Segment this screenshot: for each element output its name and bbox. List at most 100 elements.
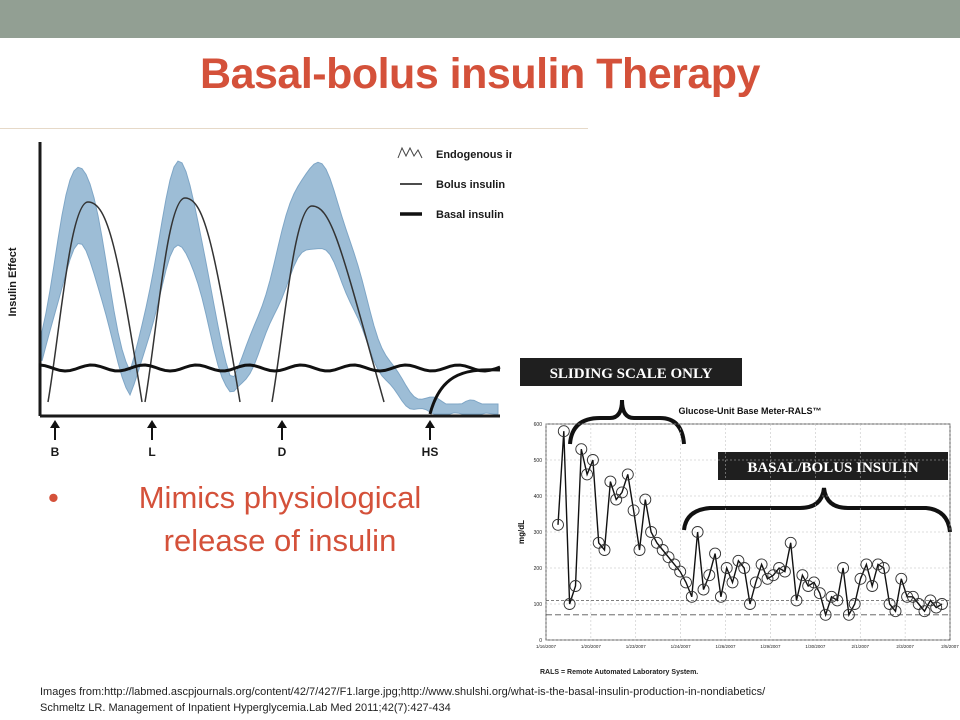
glucose-chart-title: Glucose-Unit Base Meter-RALS™ <box>678 406 821 416</box>
glucose-point <box>796 569 809 582</box>
glucose-point <box>854 572 867 585</box>
y-tick-label: 200 <box>534 566 543 572</box>
legend-swatch-endogenous <box>397 146 423 159</box>
glucose-point <box>610 493 623 506</box>
glucose-point <box>598 544 611 556</box>
glucose-point <box>895 572 908 585</box>
meal-arrow-head <box>147 420 157 428</box>
glucose-point <box>621 468 634 481</box>
glucose-point <box>901 590 914 603</box>
basal-bolus-brace <box>682 487 952 533</box>
glucose-point <box>860 558 873 571</box>
meal-arrow-head <box>277 420 287 428</box>
glucose-point <box>685 590 698 603</box>
glucose-point <box>842 608 855 621</box>
glucose-point <box>883 598 896 610</box>
top-color-bar <box>0 0 960 38</box>
glucose-point <box>813 587 826 600</box>
x-tick-label: 2/5/2007 <box>941 644 959 649</box>
glucose-point <box>906 590 919 603</box>
y-tick-label: 300 <box>534 530 543 536</box>
glucose-point <box>930 601 943 614</box>
x-tick-label: 1/23/2007 <box>626 644 647 649</box>
glucose-point <box>709 547 722 560</box>
glucose-point <box>569 580 582 592</box>
glucose-point <box>732 554 745 567</box>
glucose-point <box>825 590 838 603</box>
x-tick-label: 1/24/2007 <box>671 644 692 649</box>
glucose-point <box>680 576 692 589</box>
glucose-point <box>819 608 832 621</box>
glucose-point <box>784 536 797 549</box>
sliding-scale-label: SLIDING SCALE ONLY <box>550 366 713 382</box>
glucose-point <box>866 580 879 592</box>
glucose-point <box>924 594 937 607</box>
glucose-point <box>645 526 658 538</box>
glucose-point <box>773 562 786 574</box>
glucose-point <box>738 562 751 574</box>
glucose-point <box>848 598 861 610</box>
glucose-point <box>877 562 890 574</box>
glucose-point <box>668 558 681 571</box>
glucose-point <box>697 583 710 596</box>
y-tick-label: 600 <box>534 422 543 428</box>
glucose-point <box>604 475 617 488</box>
glucose-point <box>802 580 815 592</box>
glucose-point <box>767 569 780 582</box>
bolus-insulin-curve <box>271 205 385 403</box>
glucose-point <box>627 504 640 517</box>
x-tick-label: 1/20/2007 <box>581 644 602 649</box>
y-tick-label: 100 <box>534 602 543 608</box>
glucose-point <box>650 536 663 549</box>
glucose-point <box>790 594 803 607</box>
glucose-footnote: RALS = Remote Automated Laboratory Syste… <box>540 669 698 676</box>
meal-marker-label: HS <box>422 445 439 459</box>
glucose-point <box>889 605 902 618</box>
meal-arrow-head <box>50 420 60 428</box>
title-divider <box>0 128 588 129</box>
y-tick-label: 400 <box>534 494 543 500</box>
glucose-point <box>633 544 646 556</box>
glucose-point <box>808 576 820 589</box>
glucose-y-label: mg/dL <box>517 520 526 544</box>
bolus-insulin-curve <box>47 201 143 403</box>
glucose-point <box>639 493 652 506</box>
glucose-chart: SLIDING SCALE ONLY BASAL/BOLUS INSULIN Glu… <box>517 358 959 676</box>
meal-marker-label: L <box>148 445 155 459</box>
glucose-point <box>662 551 675 564</box>
x-tick-label: 1/16/2007 <box>536 644 557 649</box>
glucose-point <box>656 544 669 556</box>
hs-basal-curve <box>428 368 501 415</box>
meal-marker-label: D <box>278 445 287 459</box>
x-tick-label: 1/30/2007 <box>805 644 826 649</box>
meal-marker-label: B <box>51 445 60 459</box>
glucose-point <box>837 562 850 574</box>
glucose-point <box>936 598 948 610</box>
glucose-point <box>592 536 605 549</box>
glucose-point <box>557 425 570 438</box>
basal-bolus-label: BASAL/BOLUS INSULIN <box>747 460 918 476</box>
sliding-scale-brace <box>568 399 686 445</box>
reference-citation: Schmeltz LR. Management of Inpatient Hyp… <box>40 702 451 714</box>
slide-title: Basal-bolus insulin Therapy <box>200 50 760 98</box>
basal-insulin-line <box>38 363 501 373</box>
glucose-point <box>749 576 762 589</box>
legend-label: Bolus insulin <box>436 179 505 191</box>
glucose-point <box>563 598 576 610</box>
y-tick-label: 0 <box>539 638 542 644</box>
glucose-point <box>761 572 774 585</box>
glucose-point <box>720 562 733 574</box>
glucose-point <box>918 605 931 618</box>
y-axis-label: Insulin Effect <box>7 247 19 316</box>
glucose-point <box>616 486 628 499</box>
glucose-point <box>552 518 564 531</box>
glucose-point <box>575 443 588 456</box>
legend-label: Basal insulin <box>436 209 504 221</box>
glucose-point <box>586 454 599 466</box>
y-tick-label: 500 <box>534 458 543 464</box>
x-tick-label: 1/26/2007 <box>716 644 737 649</box>
x-tick-label: 2/3/2007 <box>896 644 914 649</box>
basal-bolus-box <box>718 452 948 480</box>
glucose-series-line <box>557 431 943 618</box>
bullet-text: Mimics physiological release of insulin <box>138 480 422 558</box>
